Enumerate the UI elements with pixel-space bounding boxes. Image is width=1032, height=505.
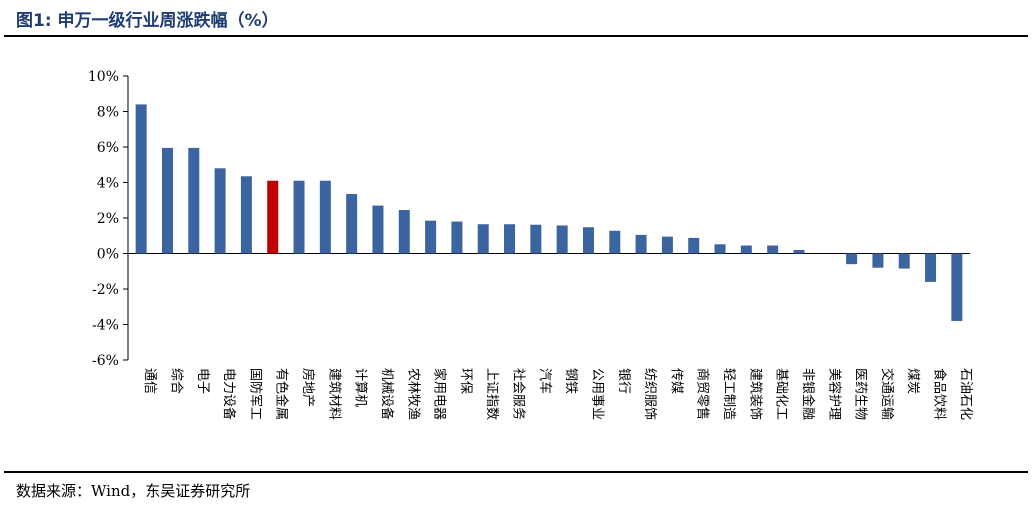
category-label: 上证指数 — [484, 368, 499, 420]
category-label: 家用电器 — [432, 368, 448, 420]
bar-14 — [477, 224, 489, 254]
category-labels-layer: 通信 综合 电子 电力设备 国防军工 有色金属 房地产 建筑材料 计算机 机械设备 农林牧渔 家用电器… — [142, 368, 973, 420]
category-label: 计算机 — [353, 368, 368, 407]
bar-12 — [425, 220, 437, 254]
y-tick-label: 8% — [97, 105, 119, 121]
category-label: 汽车 — [537, 368, 553, 394]
bar-7 — [293, 180, 305, 254]
bar-22 — [688, 237, 700, 254]
bar-13 — [451, 221, 463, 254]
bar-8 — [319, 180, 331, 254]
category-label: 通信 — [142, 368, 157, 394]
bar-32 — [951, 253, 963, 321]
category-label: 环保 — [458, 368, 473, 394]
category-label: 商贸零售 — [695, 368, 711, 420]
category-label: 有色金属 — [274, 368, 290, 420]
bar-20 — [635, 234, 647, 254]
category-label: 建筑材料 — [326, 368, 342, 420]
bar-30 — [898, 253, 910, 269]
bar-24 — [740, 245, 752, 254]
bar-10 — [372, 205, 384, 254]
category-label: 农林牧渔 — [405, 368, 420, 420]
bar-26 — [793, 249, 805, 254]
y-tick-label: 2% — [97, 211, 119, 227]
bar-31 — [925, 253, 937, 282]
category-label: 医药生物 — [853, 368, 868, 420]
y-tick-label: 6% — [97, 140, 119, 156]
y-tick-label: -4% — [92, 318, 119, 334]
category-label: 基础化工 — [774, 368, 789, 420]
bar-4 — [214, 168, 226, 254]
category-label: 传媒 — [668, 368, 683, 394]
category-label: 房地产 — [300, 368, 316, 407]
source-note: 数据来源：Wind，东吴证券研究所 — [16, 482, 251, 500]
bar-19 — [609, 230, 621, 254]
y-tick-label: -2% — [92, 282, 119, 298]
bar-1 — [135, 104, 147, 254]
bar-28 — [846, 253, 858, 265]
bar-11 — [398, 210, 410, 254]
category-label: 煤炭 — [905, 368, 920, 394]
y-tick-label: -6% — [92, 353, 119, 369]
axis-layer: -6% -4% -2% 0% 2% 4% 6% 8% 10% — [88, 69, 970, 369]
bar-21 — [661, 236, 673, 254]
bar-23 — [714, 244, 726, 254]
bar-29 — [872, 253, 884, 268]
bars-layer — [135, 104, 963, 321]
bottom-rule — [4, 471, 1028, 473]
category-label: 石油石化 — [958, 368, 973, 420]
y-tick-label: 0% — [97, 247, 119, 263]
bar-3 — [188, 147, 200, 254]
category-label: 建筑装饰 — [747, 368, 763, 420]
y-tick-label: 10% — [88, 69, 119, 85]
category-label: 电力设备 — [221, 368, 237, 420]
bar-17 — [556, 225, 568, 254]
category-label: 非银金融 — [800, 368, 816, 420]
category-label: 国防军工 — [247, 368, 263, 420]
bar-5 — [240, 176, 252, 254]
y-tick-label: 4% — [97, 176, 119, 192]
bar-9 — [346, 194, 358, 254]
bar-6 — [267, 180, 279, 254]
bar-25 — [767, 245, 779, 254]
bar-15 — [504, 224, 516, 254]
chart-title: 图1: 申万一级行业周涨跌幅（%） — [16, 11, 279, 31]
category-label: 银行 — [616, 368, 631, 394]
category-label: 轻工制造 — [721, 368, 736, 420]
category-label: 交通运输 — [879, 368, 895, 420]
category-label: 公用事业 — [589, 368, 604, 420]
bar-chart: -6% -4% -2% 0% 2% 4% 6% 8% 10% 通信 综合 电子 电力设备 国防军工 有色金… — [88, 69, 973, 420]
top-rule — [4, 35, 1028, 37]
category-label: 食品饮料 — [932, 368, 948, 420]
bar-16 — [530, 224, 542, 254]
category-label: 机械设备 — [379, 368, 395, 420]
category-label: 纺织服饰 — [642, 368, 657, 420]
category-label: 电子 — [195, 368, 210, 394]
category-label: 综合 — [168, 368, 183, 394]
category-label: 社会服务 — [511, 368, 527, 420]
category-label: 美容护理 — [826, 368, 842, 420]
bar-18 — [582, 227, 594, 254]
category-label: 钢铁 — [563, 368, 578, 394]
bar-2 — [161, 147, 173, 254]
